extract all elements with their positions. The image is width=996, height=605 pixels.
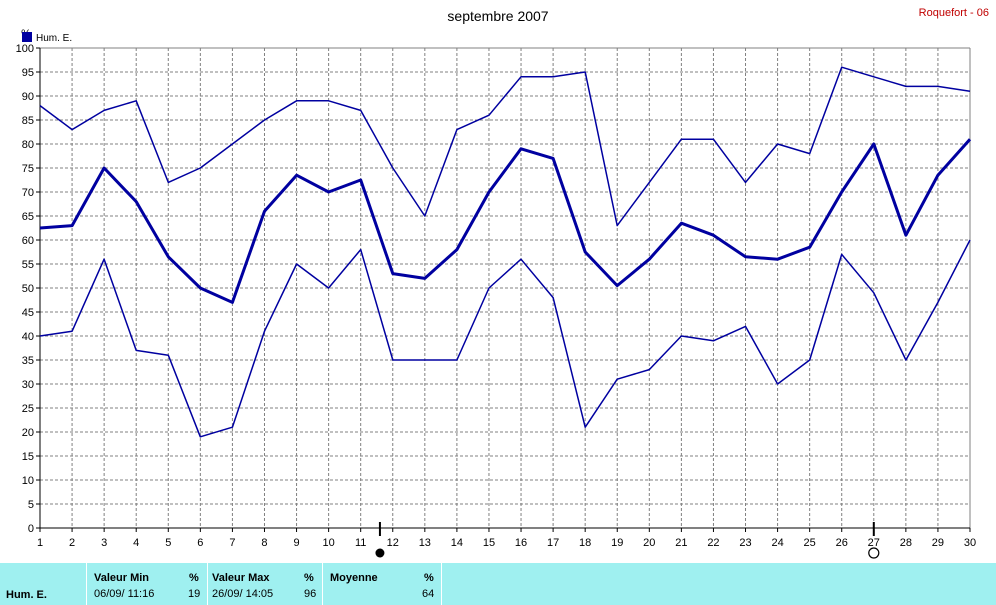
x-tick-label: 11	[355, 537, 366, 549]
x-tick-label: 10	[322, 537, 334, 549]
y-tick-label: 80	[22, 139, 34, 151]
x-tick-label: 17	[547, 537, 559, 549]
x-tick-label: 20	[643, 537, 655, 549]
y-tick-label: 90	[22, 91, 34, 103]
x-tick-label: 28	[900, 537, 912, 549]
new-moon-icon	[375, 548, 385, 558]
y-tick-label: 40	[22, 331, 34, 343]
x-tick-label: 8	[261, 537, 267, 549]
series-line-min	[39, 239, 971, 438]
stats-panel	[0, 563, 996, 605]
min-unit: %	[189, 572, 199, 584]
x-tick-label: 3	[101, 537, 107, 549]
y-tick-label: 45	[22, 307, 34, 319]
x-tick-label: 6	[197, 537, 203, 549]
x-tick-label: 29	[932, 537, 944, 549]
x-tick-label: 14	[451, 537, 463, 549]
series-line-mean	[39, 138, 972, 304]
full-moon-icon	[868, 547, 880, 559]
y-tick-label: 10	[22, 475, 34, 487]
x-tick-label: 12	[387, 537, 399, 549]
legend-label: Hum. E.	[36, 33, 72, 44]
max-date: 26/09/ 14:05	[212, 588, 274, 600]
y-tick-label: 100	[16, 43, 34, 55]
y-tick-label: 5	[28, 499, 34, 511]
x-tick-label: 16	[515, 537, 527, 549]
chart-title: septembre 2007	[447, 8, 548, 24]
mean-unit: %	[424, 572, 434, 584]
x-tick-label: 22	[707, 537, 719, 549]
x-tick-label: 26	[836, 537, 848, 549]
x-tick-label: 7	[229, 537, 235, 549]
x-tick-label: 23	[739, 537, 751, 549]
x-tick-label: 13	[419, 537, 431, 549]
y-tick-label: 70	[22, 187, 34, 199]
y-tick-label: 65	[22, 211, 34, 223]
plot-area: 0510152025303540455055606570758085909510…	[16, 43, 976, 559]
max-header: Valeur Max	[212, 572, 270, 584]
x-tick-label: 15	[483, 537, 495, 549]
x-tick-label: 18	[579, 537, 591, 549]
min-date: 06/09/ 11:16	[94, 588, 155, 600]
x-tick-label: 9	[293, 537, 299, 549]
humidity-chart: septembre 2007 Roquefort - 06 % Hum. E. …	[16, 7, 989, 559]
x-tick-label: 5	[165, 537, 171, 549]
y-tick-label: 0	[28, 523, 34, 535]
y-tick-label: 60	[22, 235, 34, 247]
stats-divider	[207, 563, 208, 605]
y-tick-label: 95	[22, 67, 34, 79]
x-tick-label: 24	[771, 537, 783, 549]
y-tick-label: 55	[22, 259, 34, 271]
y-tick-label: 75	[22, 163, 34, 175]
y-tick-label: 50	[22, 283, 34, 295]
mean-header: Moyenne	[330, 572, 378, 584]
x-tick-label: 19	[611, 537, 623, 549]
y-tick-label: 20	[22, 427, 34, 439]
stats-divider	[322, 563, 323, 605]
x-tick-label: 25	[804, 537, 816, 549]
y-tick-label: 35	[22, 355, 34, 367]
x-tick-label: 21	[675, 537, 687, 549]
legend-swatch	[22, 32, 32, 42]
y-tick-label: 25	[22, 403, 34, 415]
x-tick-label: 2	[69, 537, 75, 549]
y-tick-label: 30	[22, 379, 34, 391]
x-tick-label: 27	[868, 537, 880, 549]
x-tick-label: 30	[964, 537, 976, 549]
station-label: Roquefort - 06	[919, 7, 989, 19]
series-line-max	[39, 66, 971, 227]
stats-series-label: Hum. E.	[6, 589, 47, 601]
max-value: 96	[304, 588, 317, 600]
stats-divider	[86, 563, 87, 605]
stats-divider	[441, 563, 442, 605]
mean-value: 64	[422, 588, 435, 600]
y-tick-label: 15	[22, 451, 34, 463]
min-value: 19	[188, 588, 201, 600]
y-tick-label: 85	[22, 115, 34, 127]
max-unit: %	[304, 572, 314, 584]
x-tick-label: 4	[133, 537, 139, 549]
x-tick-label: 1	[37, 537, 43, 549]
min-header: Valeur Min	[94, 572, 150, 584]
